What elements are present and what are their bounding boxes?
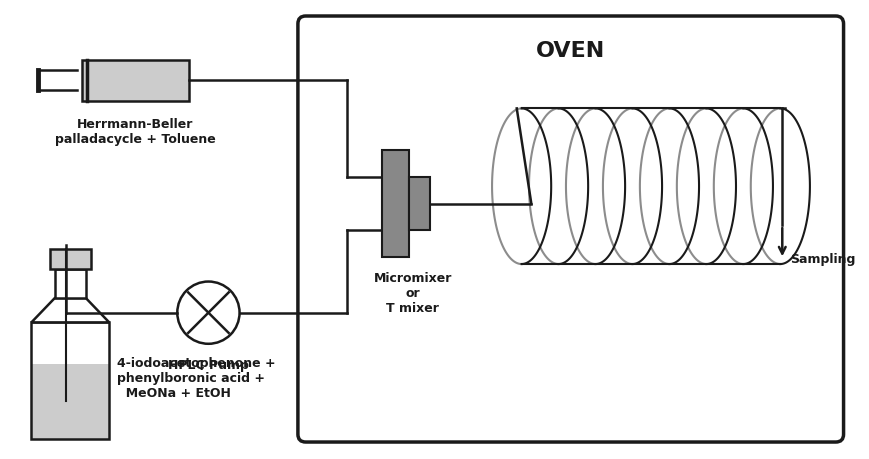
Bar xyxy=(31,322,109,439)
Text: Sampling: Sampling xyxy=(789,252,854,266)
Bar xyxy=(55,269,86,298)
Bar xyxy=(381,150,408,257)
FancyBboxPatch shape xyxy=(297,16,843,442)
Text: HPLC Pump: HPLC Pump xyxy=(168,359,249,372)
Circle shape xyxy=(177,281,239,344)
Text: Herrmann-Beller
palladacycle + Toluene: Herrmann-Beller palladacycle + Toluene xyxy=(55,118,216,146)
Text: OVEN: OVEN xyxy=(535,41,605,61)
Bar xyxy=(408,177,429,230)
Text: Micromixer
or
T mixer: Micromixer or T mixer xyxy=(373,272,451,315)
Bar xyxy=(82,60,189,101)
Text: 4-iodoacetophenone +
phenylboronic acid +
  MeONa + EtOH: 4-iodoacetophenone + phenylboronic acid … xyxy=(116,357,275,400)
Polygon shape xyxy=(31,298,109,322)
Bar xyxy=(31,364,109,439)
Bar xyxy=(50,249,90,269)
